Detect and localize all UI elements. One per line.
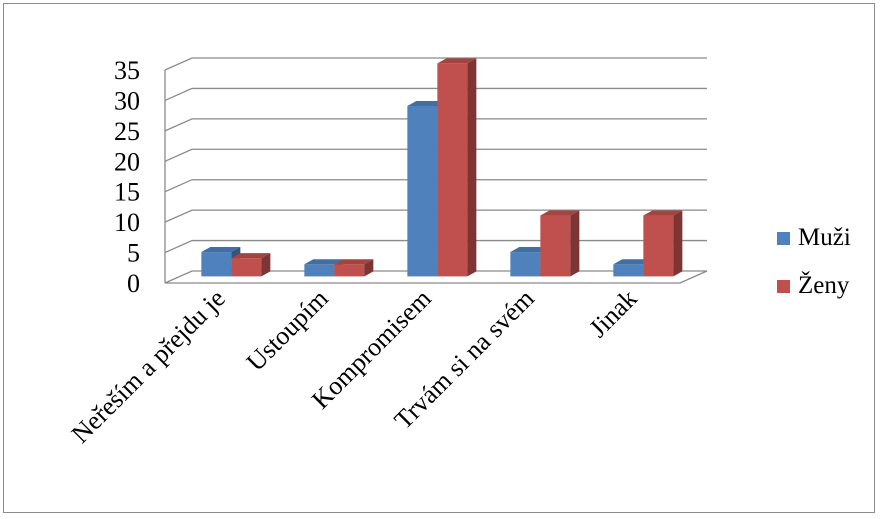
bar-side — [673, 210, 683, 277]
y-tick-label: 20 — [114, 147, 140, 176]
bar-front — [510, 252, 541, 277]
y-tick-label: 35 — [114, 56, 140, 85]
bar-top — [407, 101, 447, 106]
bar-top — [437, 58, 477, 64]
bar-top — [304, 259, 344, 265]
bar-top — [613, 259, 653, 265]
bar-front — [407, 106, 438, 277]
bar — [437, 58, 477, 277]
x-axis-labels: Neřeším a přejdu je UstoupímKompromisemTr… — [66, 284, 643, 449]
bar-side — [261, 253, 271, 277]
bar — [334, 259, 374, 277]
gridline — [164, 87, 707, 102]
bar-front — [334, 264, 365, 277]
gridline — [164, 118, 707, 132]
y-tick-label: 5 — [127, 239, 140, 268]
bar-side — [467, 58, 477, 277]
legend-label: Ženy — [798, 271, 850, 299]
x-category-label: Jinak — [583, 284, 642, 343]
bar-front — [201, 252, 232, 277]
bar — [540, 210, 580, 277]
y-tick-label: 25 — [114, 117, 140, 146]
bar-front — [613, 264, 644, 277]
bar-front — [231, 258, 262, 277]
x-category-label: Neřeším a přejdu je — [66, 284, 231, 449]
gridline — [164, 209, 707, 223]
bar-front — [304, 264, 335, 277]
y-tick-label: 30 — [114, 86, 140, 115]
y-tick-label: 10 — [114, 208, 140, 237]
gridline — [164, 179, 707, 193]
legend: Muži Ženy — [777, 224, 851, 299]
bar-top — [540, 210, 580, 216]
bar — [643, 210, 683, 277]
y-tick-label: 15 — [114, 178, 140, 207]
legend-swatch — [777, 232, 790, 245]
bar — [231, 253, 271, 277]
bar-front — [540, 215, 571, 277]
bar-front — [437, 63, 468, 277]
y-tick-label: 0 — [127, 269, 140, 298]
legend-swatch — [777, 280, 790, 293]
bar-top — [643, 210, 683, 216]
legend-label: Muži — [798, 224, 851, 251]
chart-floor — [164, 270, 708, 284]
bars-layer — [201, 58, 683, 277]
gridline — [164, 148, 707, 162]
gridline — [164, 57, 707, 71]
bar-top — [334, 259, 374, 265]
bar-side — [570, 210, 580, 277]
bar-top — [201, 247, 241, 253]
bar-top — [231, 253, 271, 259]
bar-top — [510, 247, 550, 253]
x-category-label: Ustoupím — [241, 284, 334, 377]
grid-layer — [164, 57, 708, 284]
gridline — [164, 239, 707, 254]
bar-front — [643, 215, 674, 277]
bar-side — [364, 259, 374, 277]
